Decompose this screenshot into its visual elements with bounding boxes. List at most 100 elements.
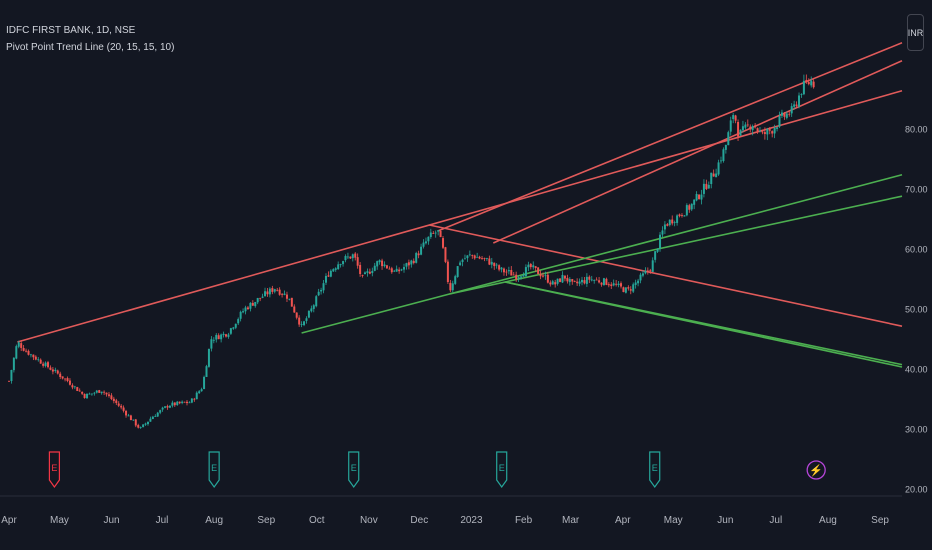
candle-body (181, 401, 184, 403)
candle-body (773, 127, 776, 134)
candle-body (264, 291, 267, 297)
candle-body (695, 193, 698, 201)
candle-body (702, 183, 705, 194)
candle-body (403, 267, 406, 270)
price-axis[interactable]: 20.00 30.00 40.00 50.00 60.00 70.00 80.00 (905, 125, 928, 495)
candle-body (429, 232, 432, 237)
candle-body (551, 281, 554, 285)
time-tick-label: Oct (309, 515, 325, 526)
candle-body (198, 391, 201, 394)
candle-body (761, 131, 764, 133)
time-tick-label: 2023 (460, 515, 483, 526)
candle-body (39, 359, 42, 364)
candle-body (207, 348, 210, 367)
candle-body (151, 416, 154, 420)
candle-body (771, 131, 774, 134)
candle-body (203, 376, 206, 389)
candle-body (724, 144, 727, 150)
candle-body (71, 385, 74, 388)
time-axis[interactable]: Apr May Jun Jul Aug Sep Oct Nov Dec 2023 Feb Mar Apr… (1, 515, 889, 526)
candle-body (732, 115, 735, 120)
candle-body (578, 281, 581, 284)
symbol-title[interactable]: IDFC FIRST BANK, 1D, NSE (6, 25, 136, 36)
candle-body (717, 162, 720, 175)
indicator-title[interactable]: Pivot Point Trend Line (20, 15, 15, 10) (6, 42, 175, 53)
earnings-marker (348, 451, 360, 489)
candle-body (225, 334, 228, 337)
candle-body (376, 261, 379, 267)
candle-body (390, 268, 393, 273)
earnings-marker (649, 451, 661, 489)
candle-body (478, 256, 481, 259)
candle-body (388, 268, 391, 270)
candle-body (315, 296, 318, 307)
candle-body (812, 81, 815, 88)
candle-body (15, 346, 18, 359)
candle-body (17, 342, 20, 347)
price-tick-label: 20.00 (905, 485, 928, 495)
candle-body (363, 272, 366, 275)
candle-body (583, 280, 586, 284)
candle-body (412, 260, 415, 263)
candle-body (283, 293, 286, 295)
candle-body (502, 268, 505, 273)
candle-body (344, 256, 347, 261)
candle-body (317, 291, 320, 296)
candle-body (354, 253, 357, 258)
candle-body (307, 310, 310, 318)
candle-body (42, 363, 45, 366)
candle-body (227, 334, 230, 337)
candle-body (137, 425, 140, 428)
currency-button[interactable]: INR (907, 14, 924, 51)
candle-body (659, 234, 662, 249)
candle-body (693, 199, 696, 205)
candle-body (507, 270, 510, 272)
candle-body (100, 391, 103, 394)
candle-body (332, 269, 335, 272)
time-tick-label: Aug (205, 515, 223, 526)
candle-body (571, 279, 574, 282)
candle-body (532, 265, 535, 268)
candle-body (629, 289, 632, 291)
candle-body (561, 274, 564, 283)
time-tick-label: Dec (410, 515, 428, 526)
candle-body (356, 257, 359, 266)
candle-body (271, 288, 274, 292)
candle-body (734, 115, 737, 121)
candle-body (268, 288, 271, 295)
candle-body (488, 258, 491, 265)
candle-body (12, 357, 15, 371)
candle-body (164, 406, 167, 408)
candle-body (646, 270, 649, 272)
candle-body (66, 378, 69, 381)
candle-body (559, 278, 562, 282)
candle-body (590, 279, 593, 281)
candle-body (432, 233, 435, 234)
candle-body (544, 275, 547, 277)
price-tick-label: 50.00 (905, 305, 928, 315)
support-trend-line (449, 195, 903, 295)
candle-body (8, 380, 10, 382)
price-tick-label: 40.00 (905, 365, 928, 375)
candle-body (768, 129, 771, 131)
candle-body (166, 406, 169, 408)
candle-body (688, 205, 691, 210)
candle-body (649, 270, 652, 272)
candle-body (746, 124, 749, 126)
candle-body (320, 289, 323, 292)
candle-body (68, 380, 71, 385)
candle-body (683, 215, 686, 217)
candle-body (56, 370, 59, 374)
candle-body (47, 362, 50, 368)
time-tick-label: May (664, 515, 683, 526)
candle-body (295, 312, 298, 318)
candle-body (790, 106, 793, 114)
candle-body (90, 393, 93, 395)
candle-body (639, 274, 642, 281)
candle-body (434, 232, 437, 234)
candle-body (783, 113, 786, 117)
candle-body (310, 308, 313, 312)
candle-body (620, 283, 623, 287)
candle-body (154, 416, 157, 417)
